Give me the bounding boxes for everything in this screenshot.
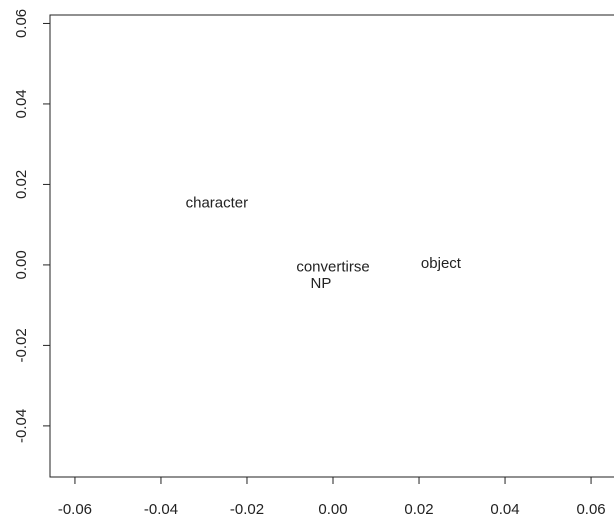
x-tick-label: -0.02 [230,501,264,518]
x-tick-label: 0.06 [576,501,605,518]
plot-box [49,14,614,478]
point-label: NP [311,275,332,292]
y-tick-label: 0.04 [13,89,30,118]
x-tick-label: 0.02 [404,501,433,518]
x-tick-label: -0.04 [144,501,178,518]
point-label: convertirse [296,259,369,276]
x-tick-label: 0.00 [318,501,347,518]
y-tick-label: 0.00 [13,250,30,279]
y-tick-label: -0.02 [13,328,30,362]
x-tick-label: -0.06 [58,501,92,518]
y-tick-label: 0.02 [13,170,30,199]
y-tick-label: 0.06 [13,9,30,38]
x-tick-label: 0.04 [490,501,519,518]
y-tick-label: -0.04 [13,409,30,443]
point-label: object [421,255,462,272]
point-label: character [186,195,249,212]
